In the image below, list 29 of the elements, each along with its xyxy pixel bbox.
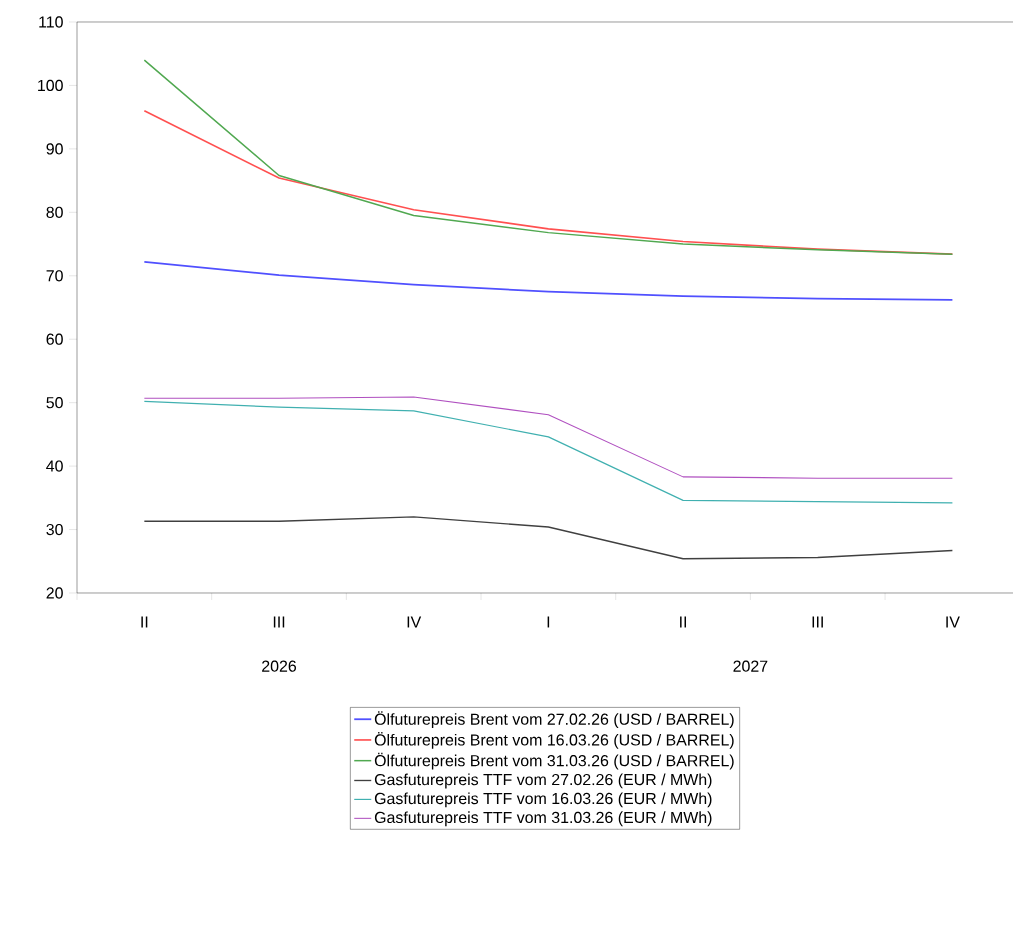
line-series: [143, 396, 953, 479]
legend-label: Gasfuturepreis TTF vom 16.03.26 (EUR / MWh): [374, 792, 712, 808]
y-tick-label: 90: [46, 143, 63, 155]
y-tick-label: 70: [46, 270, 63, 282]
y-tick-label: 100: [38, 79, 63, 92]
x-tick-label: II: [680, 616, 687, 628]
text: 2026: [262, 660, 297, 672]
y-tick-label: 30: [46, 523, 63, 536]
line-series: [143, 260, 954, 301]
legend-label: Ölfuturepreis Brent vom 27.02.26 (USD / BARREL): [374, 711, 734, 729]
y-tick-label: 40: [46, 460, 63, 472]
y-tick-label: 80: [46, 206, 63, 218]
y-tick-label: 60: [46, 333, 63, 345]
x-tick-label: III: [812, 616, 823, 628]
x-tick-label: I: [547, 616, 550, 628]
legend-label: Gasfuturepreis TTF vom 31.03.26 (EUR / MWh): [374, 811, 712, 827]
x-tick-label: IV: [946, 616, 960, 628]
legend-label: Ölfuturepreis Brent vom 31.03.26 (USD / BARREL): [374, 752, 734, 770]
line-series: [143, 59, 954, 255]
y-tick-label: 110: [39, 16, 63, 28]
line-series: [143, 516, 954, 560]
y-tick-label: 20: [46, 587, 63, 599]
y-tick-label: 50: [46, 397, 63, 409]
legend-label: Ölfuturepreis Brent vom 16.03.26 (USD / BARREL): [374, 732, 734, 749]
x-tick-label: IV: [407, 616, 422, 628]
text: 2027: [733, 660, 768, 672]
x-tick-label: III: [273, 616, 285, 628]
x-tick-label: II: [141, 616, 148, 628]
legend-label: Gasfuturepreis TTF vom 27.02.26 (EUR / MWh): [374, 773, 712, 789]
